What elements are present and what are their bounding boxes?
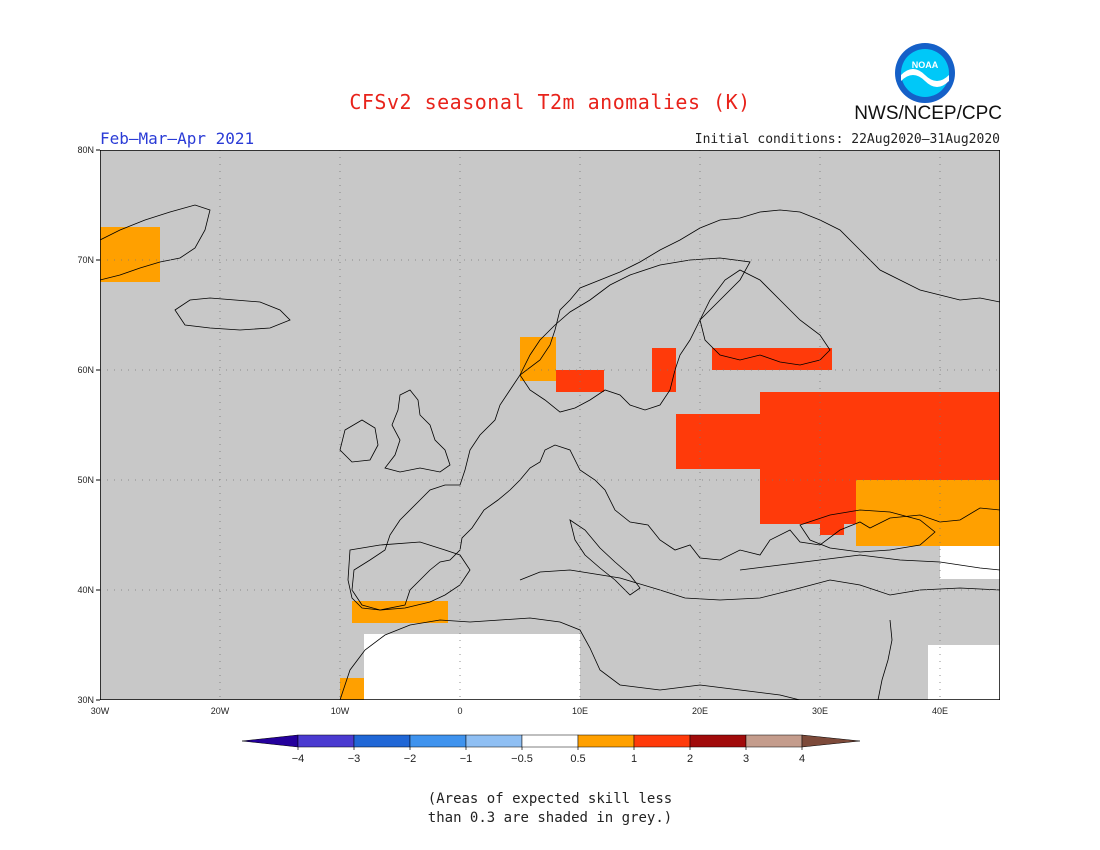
scandinavia-coastline bbox=[519, 257, 751, 413]
legend-bin bbox=[577, 734, 635, 748]
noaa-logo-bird bbox=[901, 69, 949, 87]
lon-tick-label: 30W bbox=[91, 706, 110, 716]
turkey-coastline bbox=[739, 554, 1000, 571]
lat-axis: 30N 40N 50N 60N 70N 80N bbox=[77, 145, 100, 705]
color-legend: −4 −3 −2 −1 −0.5 0.5 1 2 3 4 bbox=[241, 734, 861, 765]
lon-tick-label: 0 bbox=[457, 706, 462, 716]
lat-tick-label: 60N bbox=[77, 365, 94, 375]
legend-bin bbox=[633, 734, 691, 748]
lat-tick-label: 80N bbox=[77, 145, 94, 155]
season-label: Feb–Mar–Apr 2021 bbox=[100, 129, 255, 148]
noaa-logo-text: NOAA bbox=[912, 60, 939, 70]
lon-tick-label: 40E bbox=[932, 706, 948, 716]
legend-labels: −4 −3 −2 −1 −0.5 0.5 1 2 3 4 bbox=[292, 747, 805, 765]
legend-label: 3 bbox=[743, 753, 749, 765]
white-region-north-africa bbox=[364, 634, 580, 700]
noaa-logo: NOAA bbox=[895, 43, 955, 103]
britain-coastline bbox=[384, 389, 451, 473]
anomaly-region-morocco bbox=[340, 678, 364, 700]
lat-tick-label: 70N bbox=[77, 255, 94, 265]
lon-tick-label: 10W bbox=[331, 706, 350, 716]
legend-bin bbox=[689, 734, 747, 748]
legend-label: −1 bbox=[460, 753, 473, 765]
white-region-middle-east bbox=[928, 645, 1000, 700]
white-region-caspian-south bbox=[940, 546, 1000, 579]
legend-label: −2 bbox=[404, 753, 417, 765]
iceland-coastline bbox=[174, 297, 291, 331]
legend-label: 0.5 bbox=[570, 753, 585, 765]
lon-tick-label: 30E bbox=[812, 706, 828, 716]
anomaly-region-greenland-east bbox=[100, 227, 160, 282]
legend-label: 2 bbox=[687, 753, 693, 765]
lon-axis: 30W 20W 10W 0 10E 20E 30E 40E bbox=[91, 706, 948, 716]
anomaly-region-ukraine-black-sea bbox=[856, 480, 1000, 546]
legend-label: −3 bbox=[348, 753, 361, 765]
skill-note-line-1: (Areas of expected skill less bbox=[427, 791, 673, 807]
legend-label: −4 bbox=[292, 753, 305, 765]
anomaly-region-baltic-east bbox=[676, 414, 772, 469]
anomaly-map bbox=[100, 150, 1000, 700]
chart-title: CFSv2 seasonal T2m anomalies (K) bbox=[349, 90, 751, 114]
lon-tick-label: 20W bbox=[211, 706, 230, 716]
black-sea-coastline bbox=[799, 509, 936, 553]
ireland-coastline bbox=[339, 419, 379, 463]
legend-label: 4 bbox=[799, 753, 805, 765]
legend-label: −0.5 bbox=[511, 753, 533, 765]
lon-tick-label: 20E bbox=[692, 706, 708, 716]
agency-label: NWS/NCEP/CPC bbox=[854, 103, 1002, 124]
legend-bin bbox=[409, 734, 467, 748]
north-africa-coastline bbox=[339, 617, 801, 700]
legend-bin bbox=[353, 734, 411, 748]
levant-coastline bbox=[877, 619, 893, 700]
lon-tick-label: 10E bbox=[572, 706, 588, 716]
iberia-coastline bbox=[347, 541, 471, 611]
legend-bin bbox=[465, 734, 523, 748]
italy-coastline bbox=[569, 519, 641, 596]
anomaly-region-crimea bbox=[820, 513, 844, 535]
legend-label: 1 bbox=[631, 753, 637, 765]
initial-conditions-label: Initial conditions: 22Aug2020–31Aug2020 bbox=[694, 132, 1000, 147]
legend-bin bbox=[297, 734, 355, 748]
legend-bin bbox=[521, 734, 579, 748]
coastlines bbox=[100, 204, 1000, 700]
graticule bbox=[100, 150, 1000, 700]
legend-bin-low-arrow bbox=[241, 734, 299, 748]
anomaly-region-sweden-east bbox=[652, 348, 676, 392]
greenland-coastline bbox=[100, 204, 211, 281]
legend-bins bbox=[241, 734, 861, 748]
legend-bin bbox=[745, 734, 803, 748]
lat-tick-label: 30N bbox=[77, 695, 94, 705]
skill-note-line-2: than 0.3 are shaded in grey.) bbox=[427, 810, 673, 826]
legend-bin-high-arrow bbox=[801, 734, 861, 748]
lat-tick-label: 50N bbox=[77, 475, 94, 485]
finland-coastline bbox=[699, 269, 831, 366]
anomaly-region-iberia-south bbox=[352, 601, 448, 623]
europe-coastline bbox=[351, 209, 1000, 611]
lat-tick-label: 40N bbox=[77, 585, 94, 595]
anomaly-regions bbox=[100, 227, 1000, 700]
